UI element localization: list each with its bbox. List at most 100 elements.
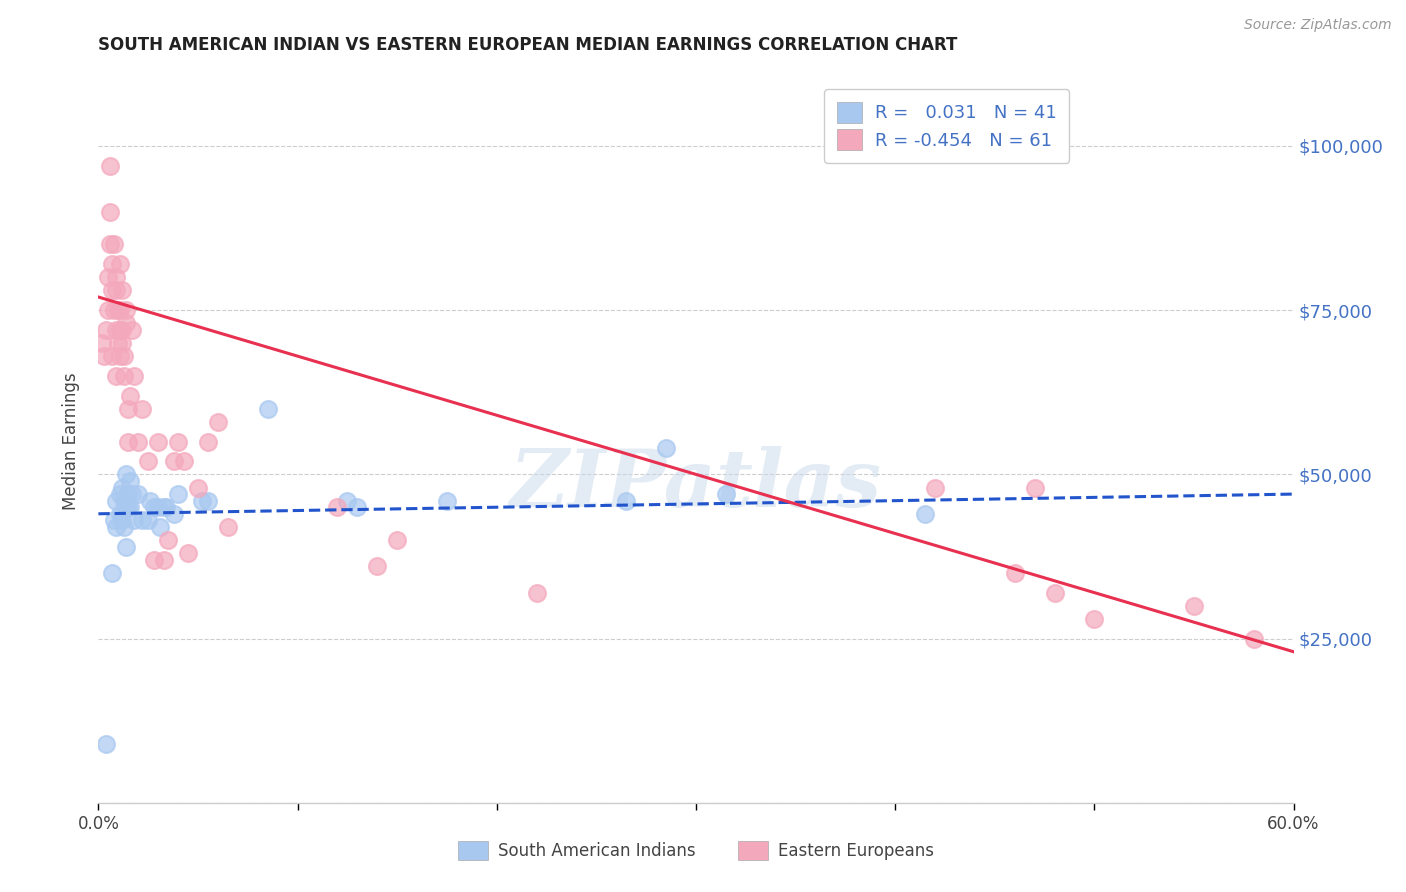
Text: ZIPatlas: ZIPatlas <box>510 446 882 524</box>
Point <box>167 434 190 449</box>
Point <box>112 520 135 534</box>
Point <box>163 507 186 521</box>
Point <box>177 546 200 560</box>
Point <box>614 493 637 508</box>
Text: SOUTH AMERICAN INDIAN VS EASTERN EUROPEAN MEDIAN EARNINGS CORRELATION CHART: SOUTH AMERICAN INDIAN VS EASTERN EUROPEA… <box>98 36 957 54</box>
Point <box>121 323 143 337</box>
Point <box>101 284 124 298</box>
Point <box>1083 612 1105 626</box>
Point <box>124 368 146 383</box>
Point <box>111 481 134 495</box>
Point <box>103 303 125 318</box>
Point <box>110 349 132 363</box>
Point <box>149 520 172 534</box>
Point <box>107 336 129 351</box>
Point <box>127 487 149 501</box>
Point <box>120 500 142 515</box>
Point <box>117 401 139 416</box>
Point <box>107 303 129 318</box>
Point <box>111 323 134 337</box>
Point <box>1004 566 1026 580</box>
Point <box>131 513 153 527</box>
Point <box>105 520 128 534</box>
Point <box>127 434 149 449</box>
Point <box>111 513 134 527</box>
Point <box>924 481 946 495</box>
Point <box>103 237 125 252</box>
Point <box>112 349 135 363</box>
Point <box>101 349 124 363</box>
Point <box>97 303 120 318</box>
Point <box>105 323 128 337</box>
Point <box>101 566 124 580</box>
Point <box>136 513 159 527</box>
Point <box>98 204 122 219</box>
Point <box>115 316 138 330</box>
Legend: South American Indians, Eastern Europeans: South American Indians, Eastern European… <box>451 834 941 867</box>
Point <box>143 500 166 515</box>
Point <box>153 500 176 515</box>
Point <box>120 388 142 402</box>
Point <box>655 441 678 455</box>
Point <box>197 493 219 508</box>
Point <box>110 303 132 318</box>
Point <box>385 533 409 547</box>
Point <box>117 434 139 449</box>
Point <box>115 303 138 318</box>
Point <box>256 401 278 416</box>
Point <box>136 454 159 468</box>
Point <box>139 493 162 508</box>
Point <box>91 336 114 351</box>
Point <box>326 500 349 515</box>
Point <box>115 500 138 515</box>
Point <box>1043 585 1066 599</box>
Point <box>115 467 138 482</box>
Point <box>120 474 142 488</box>
Point <box>98 159 122 173</box>
Point <box>346 500 368 515</box>
Point <box>96 323 118 337</box>
Point <box>187 481 209 495</box>
Point <box>110 257 132 271</box>
Point <box>111 284 134 298</box>
Point <box>96 737 118 751</box>
Point <box>336 493 359 508</box>
Point <box>714 487 737 501</box>
Point <box>117 487 139 501</box>
Point <box>155 500 177 515</box>
Point <box>105 284 128 298</box>
Point <box>148 434 170 449</box>
Point <box>115 540 138 554</box>
Point <box>197 434 219 449</box>
Point <box>436 493 458 508</box>
Point <box>1243 632 1265 646</box>
Point <box>98 237 122 252</box>
Point <box>143 553 166 567</box>
Point <box>111 336 134 351</box>
Point <box>105 493 128 508</box>
Point <box>217 520 239 534</box>
Point <box>167 487 190 501</box>
Point <box>97 270 120 285</box>
Point <box>110 323 132 337</box>
Point <box>105 368 128 383</box>
Point <box>121 487 143 501</box>
Point <box>110 507 132 521</box>
Point <box>207 415 229 429</box>
Point <box>914 507 936 521</box>
Point <box>110 487 132 501</box>
Point <box>124 513 146 527</box>
Point <box>191 493 214 508</box>
Point <box>526 585 548 599</box>
Point <box>173 454 195 468</box>
Point <box>117 500 139 515</box>
Point <box>1182 599 1205 613</box>
Point <box>366 559 388 574</box>
Point <box>148 500 170 515</box>
Point <box>101 257 124 271</box>
Point <box>93 349 115 363</box>
Point <box>163 454 186 468</box>
Point <box>131 401 153 416</box>
Point <box>157 533 180 547</box>
Point <box>105 270 128 285</box>
